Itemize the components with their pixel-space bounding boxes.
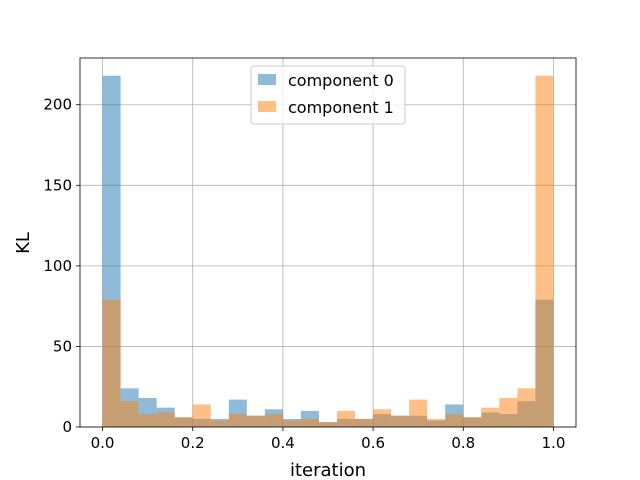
histogram-bar bbox=[463, 417, 482, 427]
histogram-bar bbox=[120, 401, 139, 427]
histogram-bar bbox=[318, 422, 338, 427]
histogram-bar bbox=[517, 388, 536, 427]
histogram-bar bbox=[499, 397, 518, 427]
histogram-bar bbox=[210, 420, 229, 427]
histogram-bar bbox=[355, 418, 374, 427]
histogram-bar bbox=[228, 414, 247, 427]
plot-frame bbox=[79, 57, 577, 428]
histogram-bar bbox=[174, 417, 193, 427]
histogram-bar bbox=[391, 415, 410, 427]
histogram-bar bbox=[409, 399, 428, 427]
histogram-bar bbox=[300, 418, 319, 427]
histogram-bar bbox=[156, 412, 175, 427]
y-tick-label: 50 bbox=[53, 337, 72, 355]
x-tick-label: 0.6 bbox=[361, 434, 385, 452]
x-axis-ticks: 0.0 0.2 0.4 0.6 0.8 1.0 bbox=[91, 427, 566, 452]
histogram-bar bbox=[445, 414, 464, 427]
legend-swatch-component-1 bbox=[258, 101, 276, 112]
legend-swatch-component-0 bbox=[258, 74, 276, 85]
histogram-bar bbox=[337, 410, 356, 427]
legend-box bbox=[250, 65, 406, 125]
histogram-bar bbox=[427, 418, 446, 427]
x-tick-label: 0.8 bbox=[451, 434, 475, 452]
histogram-bar bbox=[535, 75, 554, 428]
histogram-bar bbox=[102, 299, 121, 427]
y-axis-label: KL bbox=[13, 232, 34, 254]
histogram-bar bbox=[264, 414, 283, 427]
legend-label-component-0: component 0 bbox=[288, 71, 394, 90]
y-tick-label: 150 bbox=[43, 176, 72, 194]
y-tick-label: 200 bbox=[43, 96, 72, 114]
x-tick-label: 1.0 bbox=[542, 434, 566, 452]
x-tick-label: 0.4 bbox=[271, 434, 295, 452]
y-tick-label: 0 bbox=[62, 418, 72, 436]
x-axis-label: iteration bbox=[290, 460, 366, 480]
histogram-bar bbox=[246, 415, 265, 427]
y-axis-ticks: 0 50 100 150 200 bbox=[43, 96, 80, 436]
x-tick-label: 0.0 bbox=[91, 434, 115, 452]
legend: component 0 component 1 bbox=[250, 65, 406, 125]
histogram-bar bbox=[282, 420, 301, 427]
histogram-bar bbox=[481, 407, 500, 427]
bars-component-1 bbox=[102, 75, 554, 428]
histogram-bar bbox=[138, 414, 157, 427]
histogram-bar bbox=[192, 404, 211, 427]
x-tick-label: 0.2 bbox=[181, 434, 205, 452]
histogram-bar bbox=[373, 409, 392, 427]
y-tick-label: 100 bbox=[43, 257, 72, 275]
legend-label-component-1: component 1 bbox=[288, 98, 394, 117]
